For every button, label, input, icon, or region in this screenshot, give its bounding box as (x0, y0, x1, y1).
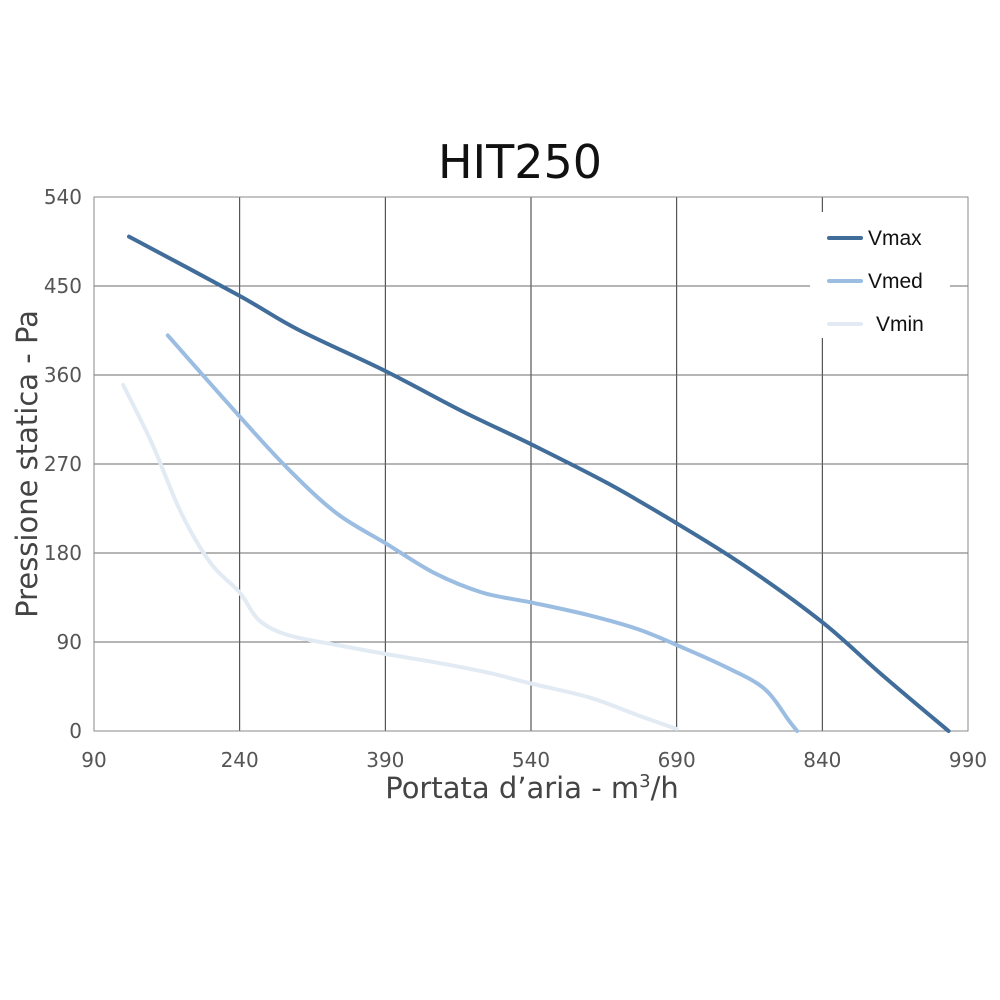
y-axis-label: Pressione statica - Pa (10, 310, 44, 618)
legend-background (810, 212, 950, 338)
x-tick-label: 690 (658, 748, 696, 772)
y-tick-label: 90 (57, 630, 82, 654)
y-tick-label: 270 (44, 452, 82, 476)
series-line-vmin (121, 382, 679, 731)
x-tick-label: 240 (221, 748, 259, 772)
x-tick-label: 390 (366, 748, 404, 772)
legend-label-vmax: Vmax (868, 227, 922, 250)
y-tick-label: 0 (69, 719, 82, 743)
x-tick-label: 540 (512, 748, 550, 772)
y-tick-labels: 0 90 180 270 360 450 540 (44, 185, 82, 743)
legend-label-vmin: Vmin (876, 313, 924, 336)
legend: Vmax Vmed Vmin (810, 212, 950, 338)
plot-frame (93, 196, 969, 732)
x-axis-label: Portata d’aria - m3/h (385, 771, 679, 805)
series-line-vmax (127, 234, 951, 733)
x-axis-label-superscript: 3 (639, 771, 650, 792)
legend-label-vmed: Vmed (868, 270, 923, 293)
series-line-vmed (165, 333, 800, 733)
x-tick-label: 990 (949, 748, 987, 772)
x-axis-label-suffix: /h (651, 771, 679, 805)
chart-title: HIT250 (438, 135, 602, 189)
series-layer (121, 234, 951, 733)
x-tick-label: 840 (803, 748, 841, 772)
x-tick-labels: 90 240 390 540 690 840 990 (81, 748, 987, 772)
y-tick-label: 360 (44, 363, 82, 387)
y-tick-label: 450 (44, 274, 82, 298)
y-tick-label: 540 (44, 185, 82, 209)
x-tick-label: 90 (81, 748, 106, 772)
x-axis-label-main: Portata d’aria - m (385, 771, 639, 805)
y-tick-label: 180 (44, 541, 82, 565)
